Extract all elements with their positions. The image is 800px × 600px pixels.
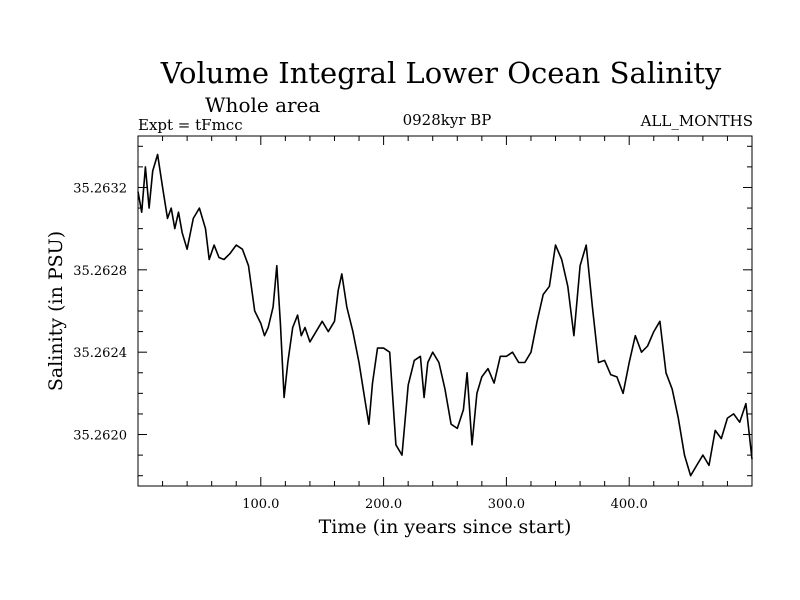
y-tick-label-35.2620: 35.2620: [73, 429, 127, 444]
experiment-label: Expt = tFmcc: [138, 116, 243, 134]
y-tick-label-35.2628: 35.2628: [73, 264, 127, 279]
y-axis-labels: 35.2620 35.2624 35.2628 35.2632: [73, 181, 127, 443]
salinity-series-line: [137, 153, 753, 477]
y-tick-label-35.2624: 35.2624: [73, 346, 127, 361]
plot-frame: [137, 135, 753, 487]
x-tick-label-300: 300.0: [488, 497, 525, 512]
months-label: ALL_MONTHS: [640, 112, 753, 130]
x-axis-labels: 100.0 200.0 300.0 400.0: [242, 497, 648, 512]
period-label: 0928kyr BP: [403, 111, 492, 129]
y-tick-label-35.2632: 35.2632: [73, 181, 127, 196]
x-axis-title: Time (in years since start): [319, 516, 572, 538]
chart-subtitle: Whole area: [205, 93, 320, 117]
x-tick-label-400: 400.0: [611, 497, 648, 512]
series-group: [137, 153, 753, 477]
y-axis-title: Salinity (in PSU): [45, 231, 67, 391]
chart-title: Volume Integral Lower Ocean Salinity: [160, 56, 722, 90]
x-axis-ticks: [162, 136, 728, 486]
y-axis-ticks: [138, 145, 752, 477]
x-tick-label-200: 200.0: [365, 497, 402, 512]
x-tick-label-100: 100.0: [242, 497, 279, 512]
